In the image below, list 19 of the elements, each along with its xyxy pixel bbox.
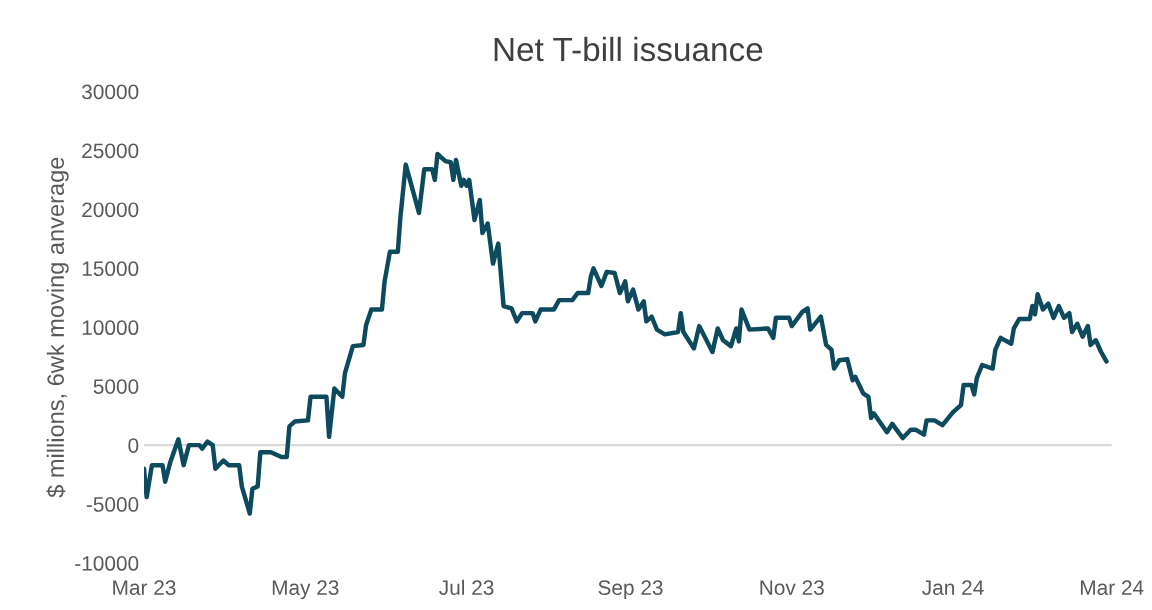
chart-title: Net T-bill issuance: [494, 36, 763, 62]
y-tick-label: 10000: [82, 320, 139, 336]
x-tick-label: Nov 23: [760, 580, 824, 595]
y-tick-label: 15000: [82, 261, 139, 277]
y-tick-label: -5000: [86, 497, 139, 512]
y-tick-label: 0: [128, 438, 139, 453]
y-tick-label: 30000: [82, 84, 139, 100]
y-tick-label: -10000: [75, 556, 139, 571]
y-tick-label: 20000: [82, 202, 139, 218]
y-tick-label: 25000: [82, 143, 139, 159]
x-tick-label: Mar 24: [1080, 580, 1144, 595]
x-tick-label: Mar 23: [113, 580, 176, 595]
x-tick-label: Jul 23: [439, 579, 494, 595]
x-tick-label: Sep 23: [598, 580, 663, 600]
x-tick-label: May 23: [272, 580, 339, 600]
line-series: [144, 151, 1109, 516]
x-tick-label: Jan 24: [922, 580, 984, 595]
y-axis-title: $ millions, 6wk moving anverage: [46, 157, 69, 498]
y-tick-label: 5000: [93, 379, 139, 394]
